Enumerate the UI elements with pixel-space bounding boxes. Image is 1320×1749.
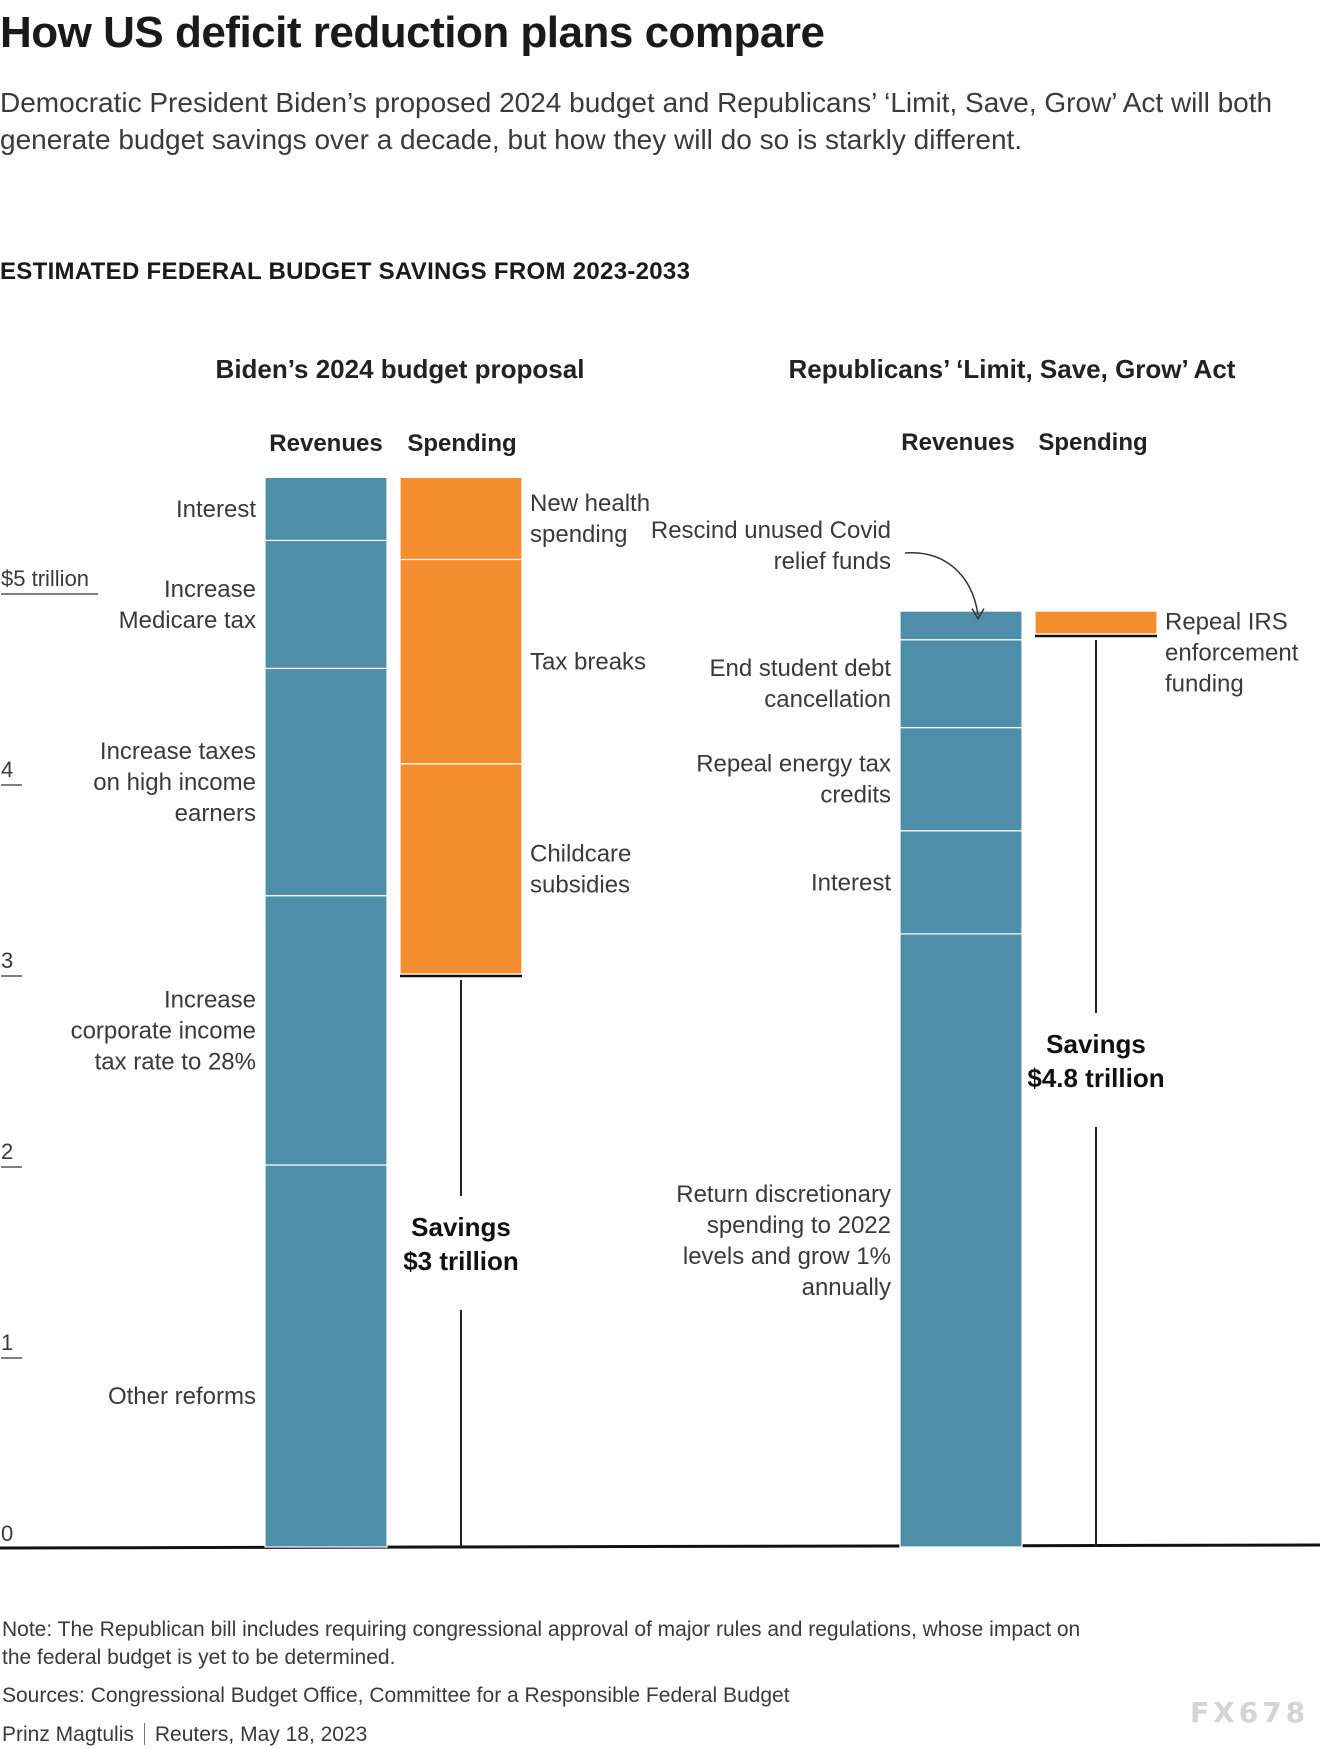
revenue-segment-label: Interest [176,496,256,523]
spending-bar-segment [1034,610,1158,635]
chart-subtitle: Democratic President Biden’s proposed 20… [0,87,1273,155]
revenue-bar-segment [899,830,1023,935]
footnote: Note: The Republican bill includes requi… [2,1618,1081,1669]
budget-savings-chart: 0 1 2 3 4 $5 trillion Biden’s 2024 budget prop… [0,354,1320,1550]
revenue-segment-label: Increase corporate income tax rate to 28% [71,986,256,1075]
revenue-bar-segment [264,895,388,1166]
annotation-arrow-icon [904,552,979,615]
revenue-segment-label: Repeal energy tax credits [696,751,891,809]
revenues-column-label: Revenues [901,429,1014,456]
revenue-segment-label: End student debt cancellation [710,655,892,713]
plan-title: Biden’s 2024 budget proposal [216,354,585,384]
plan-title: Republicans’ ‘Limit, Save, Grow’ Act [789,354,1236,384]
savings-label: Savings [1046,1029,1146,1059]
y-tick-label: $5 trillion [1,566,89,591]
y-tick-label: 3 [1,948,13,973]
spending-bar-segment [399,476,523,561]
y-tick-label: 2 [1,1139,13,1164]
revenue-segment-label: Other reforms [108,1383,256,1410]
spending-segment-label: Childcare subsidies [530,840,631,898]
revenue-segment-label: Increase taxes on high income earners [93,738,256,827]
spending-segment-label: Repeal IRS enforcement funding [1165,609,1299,698]
chart-title: How US deficit reduction plans compare [0,8,825,57]
savings-value: $4.8 trillion [1027,1063,1164,1093]
revenue-segment-label: Return discretionary spending to 2022 leve… [676,1181,891,1301]
x-axis-baseline [0,1543,1320,1550]
revenue-bar-segment [264,1164,388,1548]
revenue-bar-segment [899,727,1023,832]
revenue-segment-label: Interest [811,869,891,896]
y-tick-label: 1 [1,1330,13,1355]
revenue-segment-label: Increase Medicare tax [119,576,256,634]
watermark-logo: FX678 [1190,1696,1310,1729]
credit-line: Prinz Magtulis Reuters, May 18, 2023 [2,1721,1102,1749]
spending-bar-segment [399,558,523,765]
section-heading: ESTIMATED FEDERAL BUDGET SAVINGS FROM 20… [0,258,691,285]
revenue-bar-segment [899,933,1023,1548]
revenue-bar-segment [899,610,1023,641]
spending-column-label: Spending [407,430,516,457]
sources: Sources: Congressional Budget Office, Co… [2,1684,790,1707]
spending-bar-segment [399,763,523,975]
y-tick-label: 4 [1,757,13,782]
arrowhead-icon [971,608,985,621]
savings-label: Savings [411,1212,511,1242]
revenue-bar-segment [264,539,388,669]
savings-value: $3 trillion [403,1246,519,1276]
spending-segment-label: Tax breaks [530,649,646,676]
revenues-column-label: Revenues [269,430,382,457]
revenue-bar-segment [264,476,388,542]
revenue-bar-segment [899,639,1023,729]
revenue-segment-label: Rescind unused Covid relief funds [651,517,891,575]
revenue-bar-segment [264,667,388,897]
spending-column-label: Spending [1038,429,1147,456]
credit-divider [143,1723,145,1745]
y-tick-label: 0 [1,1521,13,1546]
author: Prinz Magtulis [2,1723,134,1746]
spending-segment-label: New health spending [530,490,650,548]
publisher: Reuters, May 18, 2023 [154,1723,368,1746]
